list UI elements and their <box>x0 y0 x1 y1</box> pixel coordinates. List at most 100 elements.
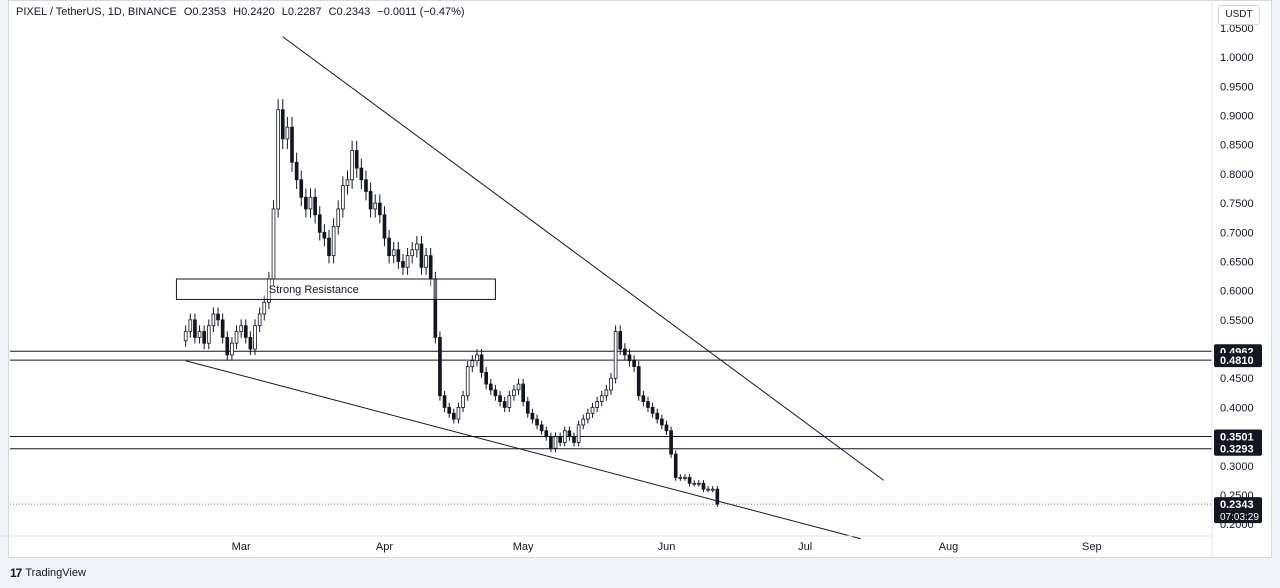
y-tick-label: 0.6500 <box>1220 256 1254 268</box>
candle-body <box>396 249 401 262</box>
candle-body <box>257 313 262 327</box>
candle-body <box>502 401 507 408</box>
y-tick-label: 0.5500 <box>1220 315 1254 327</box>
y-tick-label: 0.9000 <box>1220 111 1254 123</box>
candle-body <box>451 412 456 420</box>
candle-body <box>359 167 364 181</box>
candle-body <box>493 389 498 397</box>
candle-body <box>197 331 202 338</box>
candle-body <box>327 237 331 257</box>
x-tick-label: Jun <box>658 541 676 553</box>
candle-body <box>687 477 692 484</box>
x-tick-label: Mar <box>232 541 251 553</box>
candle-body <box>572 436 576 443</box>
y-tick-label: 0.4500 <box>1220 373 1254 385</box>
candle-body <box>442 395 447 408</box>
candle-body <box>692 482 697 485</box>
candle-body <box>516 383 521 391</box>
currency-button[interactable]: USDT <box>1218 5 1260 25</box>
candle-body <box>525 401 530 414</box>
candle-body <box>673 453 678 478</box>
candle-body <box>299 179 304 198</box>
symbol-info: PIXEL / TetherUS, 1D, BINANCE <box>16 6 177 18</box>
x-tick-label: Aug <box>939 541 959 553</box>
candle-body <box>438 336 442 397</box>
candle-body <box>567 430 572 438</box>
candle-body <box>683 477 687 479</box>
y-tick-label: 0.9500 <box>1220 81 1254 93</box>
level-price-badge <box>1214 429 1262 444</box>
candle-body <box>350 150 354 181</box>
candle-body <box>336 208 341 227</box>
candle-body <box>243 325 248 338</box>
candle-body <box>234 331 239 344</box>
candle-body <box>636 366 641 397</box>
candle-body <box>646 401 650 408</box>
candle-body <box>576 424 581 443</box>
candle-body <box>262 301 267 315</box>
candle-body <box>609 377 613 391</box>
level-price-badge <box>1214 441 1262 456</box>
footer-branding[interactable]: 17 TradingView <box>10 566 86 580</box>
candle-body <box>317 214 322 233</box>
candle-body <box>632 360 636 367</box>
candle-body <box>535 418 539 426</box>
close-value: C0.2343 <box>328 6 371 18</box>
candle-body <box>391 249 396 257</box>
candle-body <box>660 418 664 426</box>
candle-body <box>290 126 294 163</box>
candle-body <box>373 202 378 210</box>
bar-countdown-label: 07:03:29 <box>1220 512 1259 523</box>
candle-body <box>285 126 290 140</box>
high-value: H0.2420 <box>233 6 275 18</box>
y-tick-label: 0.7000 <box>1220 227 1254 239</box>
candle-body <box>586 412 590 420</box>
candle-body <box>354 150 359 169</box>
candle-body <box>590 407 595 414</box>
candle-body <box>512 389 516 397</box>
candle-body <box>387 237 391 257</box>
candle-body <box>225 336 230 356</box>
candle-body <box>544 430 549 438</box>
level-price-label: 0.3501 <box>1220 432 1254 444</box>
candle-body <box>239 325 243 332</box>
candle-body <box>341 185 345 210</box>
candle-body <box>706 488 710 491</box>
candle-body <box>216 313 220 321</box>
candle-body <box>424 255 428 268</box>
y-tick-label: 1.0500 <box>1220 23 1254 35</box>
candle-body <box>623 348 627 356</box>
y-tick-label: 0.8000 <box>1220 169 1254 181</box>
symbol-legend: PIXEL / TetherUS, 1D, BINANCE O0.2353 H0… <box>16 6 469 18</box>
level-price-label: 0.3293 <box>1220 444 1254 456</box>
candle-body <box>498 395 502 402</box>
candle-body <box>479 354 484 373</box>
candle-body <box>419 243 424 268</box>
candle-body <box>304 196 308 210</box>
candle-body <box>280 109 285 140</box>
candle-body <box>345 179 350 187</box>
candle-body <box>701 482 706 490</box>
candle-body <box>641 395 646 402</box>
candle-body <box>539 424 544 432</box>
x-tick-label: Apr <box>376 541 393 553</box>
candle-body <box>507 395 512 408</box>
x-tick-label: Sep <box>1082 541 1102 553</box>
candle-body <box>308 196 313 210</box>
upper-trendline <box>282 36 885 481</box>
candle-body <box>678 477 683 479</box>
candle-body <box>604 389 609 397</box>
y-tick-label: 1.0000 <box>1220 52 1254 64</box>
x-tick-label: Jul <box>798 541 812 553</box>
low-value: L0.2287 <box>281 6 322 18</box>
level-price-badge <box>1214 353 1262 368</box>
candle-body <box>461 395 465 408</box>
candle-body <box>188 319 193 332</box>
level-price-label: 0.4810 <box>1220 355 1254 367</box>
candle-body <box>202 331 207 344</box>
candle-body <box>276 109 280 210</box>
resistance-zone <box>175 278 496 300</box>
candle-body <box>650 407 655 414</box>
candle-body <box>428 255 433 280</box>
